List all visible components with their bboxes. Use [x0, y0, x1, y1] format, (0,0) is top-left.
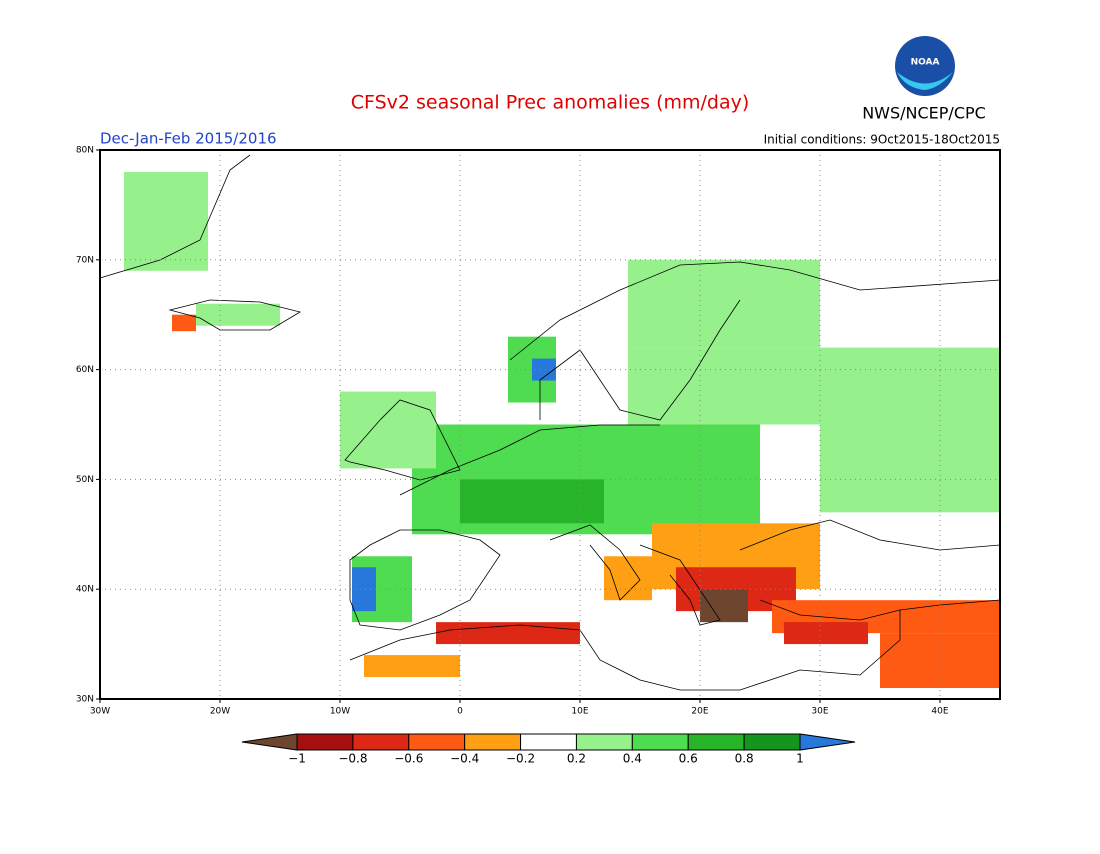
colorbar-label: −0.4 — [450, 752, 479, 766]
colorbar-cell — [743, 733, 801, 751]
colorbar-label: 1 — [796, 752, 804, 766]
period: Dec-Jan-Feb 2015/2016 — [100, 130, 277, 148]
africa-coast — [349, 610, 901, 691]
iberia-coast — [349, 529, 501, 631]
colorbar-cell — [464, 733, 522, 751]
colorbar-label: 0.2 — [567, 752, 586, 766]
y-tick-label: 70N — [76, 255, 94, 265]
colorbar-cell — [631, 733, 689, 751]
y-tick-label: 50N — [76, 475, 94, 485]
anomaly-patch — [196, 303, 280, 326]
colorbar-label: 0.6 — [679, 752, 698, 766]
anomaly-patch — [628, 347, 1000, 425]
anomaly-patch — [340, 391, 436, 469]
colorbar-cell — [575, 733, 633, 751]
anomaly-patch — [436, 622, 580, 645]
baltic-coast — [539, 299, 741, 421]
scandinavia-north-coast — [509, 261, 1001, 361]
x-tick-label: 20W — [210, 707, 230, 717]
y-tick-label: 40N — [76, 585, 94, 595]
colorbar-label: −0.8 — [338, 752, 367, 766]
colorbar-cell — [408, 733, 466, 751]
greenland-coast — [99, 154, 251, 279]
colorbar-cell — [799, 733, 856, 751]
x-tick-label: 10E — [571, 707, 588, 717]
balkan-coast — [639, 544, 721, 626]
map-frame — [99, 149, 1001, 700]
y-tick-label: 80N — [76, 146, 94, 156]
anomaly-patch — [172, 314, 196, 332]
colorbar-cell — [352, 733, 410, 751]
colorbar-label: 0.8 — [735, 752, 754, 766]
italy-coast — [549, 524, 641, 601]
logo-wave — [897, 72, 953, 90]
colorbar-cell — [241, 733, 298, 751]
anomaly-patch — [604, 556, 652, 601]
anomaly-patch — [364, 655, 460, 678]
turkey-south-coast — [759, 599, 1001, 621]
colorbar-label: 0.4 — [623, 752, 642, 766]
anomaly-patch — [532, 358, 556, 381]
x-tick-label: 30E — [811, 707, 828, 717]
x-tick-label: 40E — [931, 707, 948, 717]
anomaly-patch — [820, 424, 1000, 513]
x-tick-label: 10W — [330, 707, 350, 717]
anomaly-patch — [124, 171, 208, 271]
anomaly-patch — [784, 622, 868, 645]
colorbar-label: −0.6 — [394, 752, 423, 766]
x-tick-label: 0 — [457, 707, 463, 717]
colorbar-label: −0.2 — [506, 752, 535, 766]
colorbar-cell — [296, 733, 354, 751]
logo-text: NOAA — [911, 58, 940, 68]
colorbar-label: −1 — [288, 752, 306, 766]
anomaly-patch — [700, 589, 748, 623]
colorbar-cell — [687, 733, 745, 751]
agency: NWS/NCEP/CPC — [862, 104, 986, 123]
title: CFSv2 seasonal Prec anomalies (mm/day) — [351, 92, 750, 114]
x-tick-label: 20E — [691, 707, 708, 717]
iceland-coast — [168, 299, 302, 331]
north-sea-coast — [399, 424, 660, 496]
y-tick-label: 60N — [76, 365, 94, 375]
black-sea-coast — [739, 519, 1001, 551]
anomaly-patch — [628, 259, 820, 348]
y-tick-label: 30N — [76, 695, 94, 705]
anomaly-patch — [460, 479, 604, 524]
colorbar-cell — [520, 733, 577, 751]
x-tick-label: 30W — [90, 707, 110, 717]
initial-conditions: Initial conditions: 9Oct2015-18Oct2015 — [764, 133, 1000, 147]
